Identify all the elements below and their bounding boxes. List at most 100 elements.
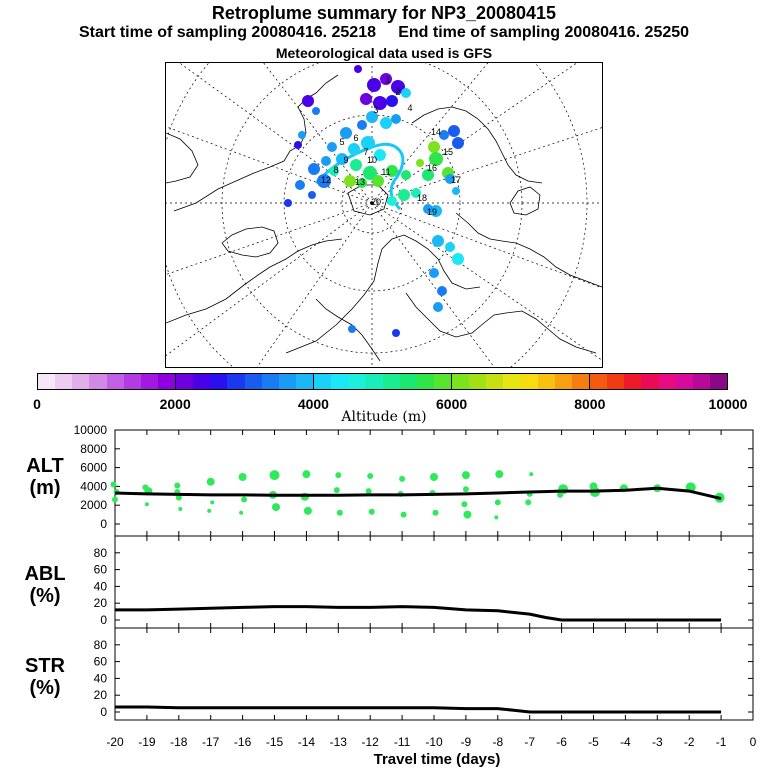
y-tick-label: 80 [94,638,108,652]
altitude-point [335,472,342,479]
colorbar-segment [295,374,314,389]
colorbar-segment [452,374,470,389]
cluster-dot [391,114,401,124]
y-tick-label: 40 [94,579,108,593]
cluster-dot [298,131,306,139]
cluster-dot [350,159,362,171]
cluster-label: 7 [363,147,368,157]
series-line-abl [115,605,722,622]
altitude-point [495,470,504,479]
polar-map: 1 2 3 4 5 6 7 8 9 10 11 12 13 14 15 16 17 18 19 20 [165,62,603,368]
cluster-label: 3 [373,105,378,115]
colorbar-segment [554,374,572,389]
altitude-point [238,473,247,481]
colorbar-segment [193,374,211,389]
altitude-point [303,506,312,515]
x-tick-label: -4 [620,735,631,749]
x-tick-label: -11 [394,735,411,749]
altitude-point [144,502,149,507]
altitude-point [336,509,343,516]
y-tick-label: 6000 [80,461,107,475]
panel-ylabel-abl: ABL (%) [0,563,90,607]
x-tick-label: -14 [298,735,316,749]
altitude-point [462,486,469,493]
cluster-label: 5 [339,137,344,147]
x-tick-label: -8 [492,735,503,749]
cluster-dot [432,235,444,247]
coastline [509,186,541,216]
cluster-dot [429,152,443,166]
cluster-dot [366,111,378,123]
altitude-point [461,471,470,480]
altitude-point [302,470,311,479]
cluster-dot [387,196,397,206]
altitude-point [463,510,472,519]
y-tick-label: 8000 [80,442,107,456]
x-tick-label: -2 [684,735,695,749]
cluster-dot [374,149,386,161]
colorbar-segment [227,374,245,389]
coastline [166,132,199,184]
colorbar-segment [658,374,676,389]
cluster-label: 6 [353,133,358,143]
meridian [166,126,373,204]
ylabel-line: (%) [29,585,61,607]
cluster-dot [348,143,360,155]
cluster-dot [452,137,464,149]
cluster-dot [317,174,331,188]
x-tick-label: -6 [556,735,567,749]
cluster-dot [445,242,455,252]
plot-title: Retroplume summary for NP3_20080415 [211,3,557,23]
meridian [166,202,373,275]
cluster-dot [284,199,292,207]
y-tick-label: 0 [100,517,107,531]
ylabel-line: ABL [24,563,66,585]
x-tick-label: -3 [652,735,663,749]
cluster-dot [380,117,392,129]
coastline [455,212,602,288]
cluster-dot [312,107,320,115]
sampling-times: Start time of sampling 20080416. 25218 E… [0,24,768,42]
x-tick-label: -15 [266,735,284,749]
x-tick-label: -7 [524,735,535,749]
colorbar-segment [140,374,158,389]
x-axis-label: Travel time (days) [374,751,501,768]
colorbar-segment [244,374,262,389]
colorbar-segment [89,374,107,389]
colorbar-segment [38,374,56,389]
colorbar-segment [314,374,332,389]
cluster-label: 19 [427,207,437,217]
colorbar-segment [365,374,383,389]
altitude-point [557,491,564,498]
colorbar-segment [55,374,73,389]
altitude-point [368,508,375,515]
colorbar-segment [607,374,625,389]
y-tick-label: 2000 [80,498,107,512]
coastline [411,106,543,184]
ylabel-line: ALT [26,455,64,477]
meridian [371,202,602,361]
cluster-dot [422,169,434,181]
y-tick-label: 20 [94,596,108,610]
colorbar-segment [382,374,400,389]
met-data-label: Meteorological data used is GFS [275,45,493,61]
cluster-dot [329,166,339,176]
x-tick-label: -12 [362,735,380,749]
cluster-dot [401,170,411,180]
colorbar-segment [469,374,487,389]
cluster-dot [386,165,398,177]
coastline [285,234,481,354]
cluster-label: 11 [381,167,390,177]
meridian [371,63,578,204]
colorbar-segment [106,374,124,389]
cluster-dot [327,142,337,152]
cluster-dot [448,125,460,137]
colorbar-segment [261,374,279,389]
cluster-dot [363,166,377,180]
altitude-point [432,509,439,516]
altitude-point [272,503,280,512]
cluster-dot [336,153,348,165]
ylabel-line: STR [25,655,65,677]
series-line-alt [114,486,722,501]
